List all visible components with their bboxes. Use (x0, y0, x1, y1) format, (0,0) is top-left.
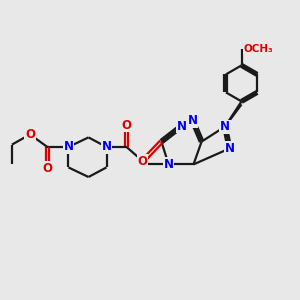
Text: N: N (101, 140, 112, 154)
Text: N: N (164, 158, 174, 171)
Text: N: N (176, 119, 187, 133)
Text: O: O (137, 155, 148, 168)
Text: N: N (63, 140, 74, 154)
Text: O: O (42, 161, 52, 175)
Text: O: O (122, 119, 132, 132)
Text: N: N (220, 120, 230, 133)
Text: N: N (188, 114, 198, 127)
Text: O: O (25, 128, 35, 141)
Text: OCH₃: OCH₃ (243, 44, 273, 54)
Text: N: N (224, 142, 235, 155)
